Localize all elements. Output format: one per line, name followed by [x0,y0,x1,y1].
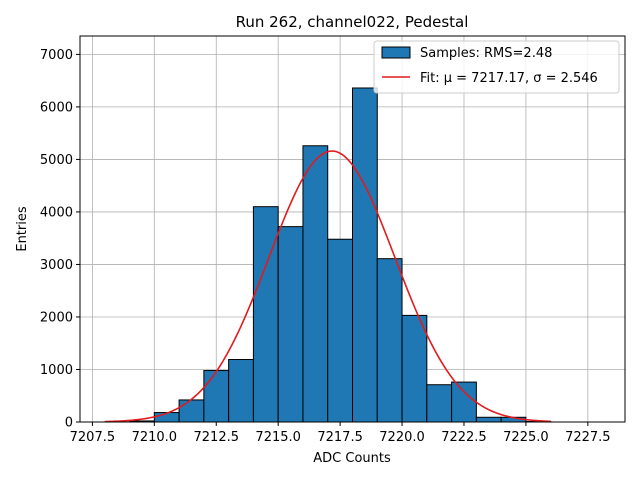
x-tick-label: 7207.5 [70,430,116,445]
y-tick-label: 6000 [40,100,73,115]
x-tick-label: 7220.0 [379,430,425,445]
x-axis-label: ADC Counts [313,451,391,466]
legend-box [373,40,620,94]
x-tick-label: 7217.5 [317,430,363,445]
y-tick-label: 1000 [40,363,73,378]
legend-swatch-histogram [381,46,411,59]
legend-label-fit: Fit: μ = 7217.17, σ = 2.546 [420,71,598,86]
y-tick-label: 2000 [40,310,73,325]
x-tick-label: 7225.0 [503,430,549,445]
histogram-bar [451,381,477,423]
histogram-bar [252,206,279,423]
legend: Samples: RMS=2.48 Fit: μ = 7217.17, σ = … [373,40,620,94]
histogram-bar [401,314,428,423]
x-tick-label: 7227.5 [565,430,611,445]
legend-label-histogram: Samples: RMS=2.48 [420,46,552,61]
histogram-bar [426,384,453,423]
x-tick-label: 7222.5 [441,430,487,445]
histogram-bar [228,359,254,423]
x-axis-ticks: 7207.5 7210.0 7212.5 7215.0 7217.5 7220.0 7222… [70,422,611,445]
histogram-bar [327,238,353,423]
y-tick-label: 0 [65,416,73,431]
histogram-bar [475,416,502,423]
histogram-bar [352,87,378,423]
y-tick-label: 3000 [40,258,73,273]
plot-area-frame [79,35,626,423]
x-tick-label: 7210.0 [132,430,178,445]
y-tick-label: 5000 [40,153,73,168]
histogram-bar [376,258,403,423]
y-tick-label: 4000 [40,205,73,220]
x-tick-label: 7212.5 [194,430,240,445]
histogram-bar [178,399,205,423]
histogram-bar [277,226,304,423]
gaussian-fit-curve [104,150,551,423]
x-tick-label: 7215.0 [255,430,301,445]
y-axis-label: Entries [15,206,30,252]
y-axis-ticks: 0 1000 2000 3000 4000 5000 6000 7000 [40,48,80,431]
histogram-bar [203,370,230,423]
histogram-bar [302,145,329,423]
chart-title: Run 262, channel022, Pedestal [236,13,469,31]
y-tick-label: 7000 [40,48,73,63]
